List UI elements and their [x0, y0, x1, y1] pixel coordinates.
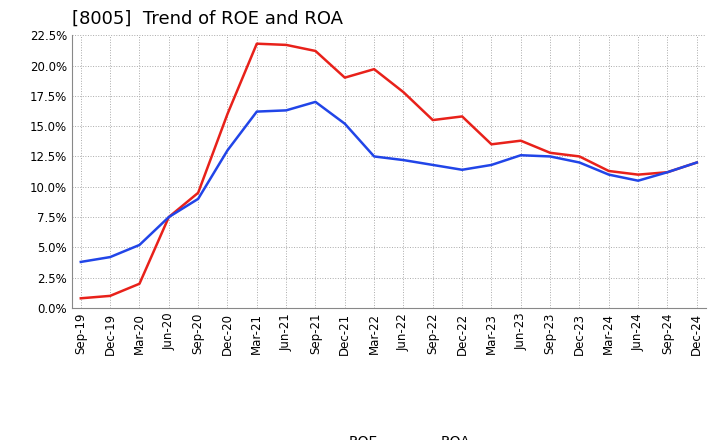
ROE [516, 138, 525, 143]
ROA [341, 121, 349, 126]
ROA [428, 162, 437, 168]
ROA [634, 178, 642, 183]
ROE [253, 41, 261, 46]
ROE [605, 169, 613, 174]
ROE [575, 154, 584, 159]
ROA [135, 242, 144, 248]
ROE [282, 42, 290, 48]
ROE [693, 160, 701, 165]
ROE [164, 214, 173, 220]
ROA [223, 148, 232, 153]
ROE [634, 172, 642, 177]
ROE [663, 169, 672, 175]
ROA [253, 109, 261, 114]
ROA [516, 153, 525, 158]
ROE [341, 75, 349, 80]
Line: ROE: ROE [81, 44, 697, 298]
ROE [311, 48, 320, 54]
Line: ROA: ROA [81, 102, 697, 262]
Legend: ROE, ROA: ROE, ROA [302, 429, 476, 440]
ROE [106, 293, 114, 298]
ROA [605, 172, 613, 177]
ROE [194, 190, 202, 195]
ROE [135, 281, 144, 286]
ROA [76, 259, 85, 264]
ROE [370, 66, 379, 72]
Text: [8005]  Trend of ROE and ROA: [8005] Trend of ROE and ROA [72, 10, 343, 28]
ROA [311, 99, 320, 105]
ROA [194, 196, 202, 202]
ROE [458, 114, 467, 119]
ROA [399, 158, 408, 163]
ROA [663, 169, 672, 175]
ROE [546, 150, 554, 155]
ROA [106, 254, 114, 260]
ROA [458, 167, 467, 172]
ROA [164, 214, 173, 220]
ROA [575, 160, 584, 165]
ROE [399, 90, 408, 95]
ROE [76, 296, 85, 301]
ROE [223, 111, 232, 117]
ROE [428, 117, 437, 123]
ROA [487, 162, 496, 168]
ROA [693, 160, 701, 165]
ROE [487, 142, 496, 147]
ROA [282, 108, 290, 113]
ROA [546, 154, 554, 159]
ROA [370, 154, 379, 159]
